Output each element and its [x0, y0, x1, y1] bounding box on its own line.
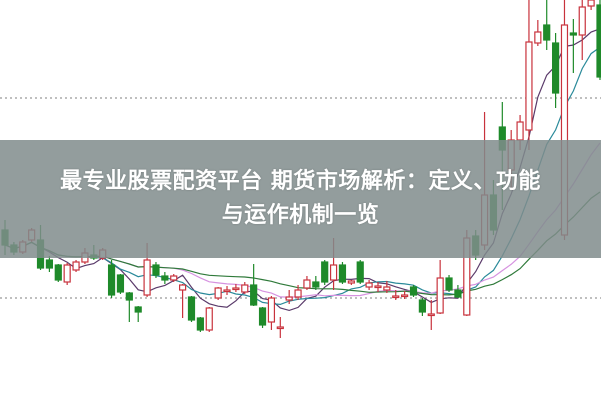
candle-up	[232, 287, 240, 291]
candle-down	[551, 42, 560, 94]
candle-down	[161, 275, 169, 281]
candle-up	[365, 282, 373, 288]
title-line-2: 与运作机制一览	[221, 203, 380, 228]
candle-up	[374, 285, 382, 289]
candle-down	[409, 286, 418, 296]
candle-up	[267, 297, 276, 323]
candle-up	[534, 31, 542, 44]
candle-up	[392, 295, 400, 299]
candle-up	[214, 287, 222, 299]
candle-down	[596, 4, 601, 78]
candle-down	[418, 299, 426, 313]
candle-down	[107, 264, 116, 296]
title-banner: 最专业股票配资平台 期货市场解析：定义、功能 与运作机制一览	[0, 140, 601, 258]
candle-down	[543, 24, 551, 41]
candle-down	[187, 296, 196, 321]
candle-up	[383, 286, 391, 291]
candle-down	[125, 292, 133, 301]
candle-up	[516, 121, 524, 141]
candle-up	[329, 264, 338, 281]
candle-up	[179, 284, 187, 291]
candle-up	[303, 279, 311, 289]
candle-down	[356, 261, 364, 283]
candle-down	[152, 264, 160, 276]
candle-down	[196, 317, 204, 331]
candle-down	[454, 289, 462, 298]
candle-down	[338, 264, 347, 283]
candle-up	[436, 277, 444, 314]
candle-down	[250, 284, 258, 306]
candle-down	[445, 277, 453, 291]
candle-up	[578, 6, 586, 36]
candle-down	[134, 306, 142, 313]
candle-down	[312, 281, 320, 288]
candle-down	[116, 274, 125, 293]
candle-down	[321, 261, 329, 283]
candle-down	[258, 307, 267, 326]
candle-down	[54, 264, 62, 281]
candle-up	[170, 275, 178, 281]
candle-up	[427, 313, 435, 317]
candle-up	[347, 280, 355, 284]
candle-up	[285, 296, 293, 301]
candle-up	[525, 41, 533, 131]
title-line-1: 最专业股票配资平台 期货市场解析：定义、功能	[60, 169, 541, 194]
candle-up	[241, 284, 249, 293]
candle-down	[569, 32, 577, 36]
candle-up	[223, 289, 231, 293]
candle-down	[45, 259, 54, 269]
candle-up	[401, 294, 409, 298]
candle-up	[587, 0, 595, 7]
candle-up	[63, 264, 71, 283]
candle-up	[294, 289, 302, 298]
candle-up	[276, 326, 284, 330]
candle-up	[143, 259, 151, 296]
candle-up	[72, 261, 80, 271]
candle-up	[205, 307, 213, 331]
